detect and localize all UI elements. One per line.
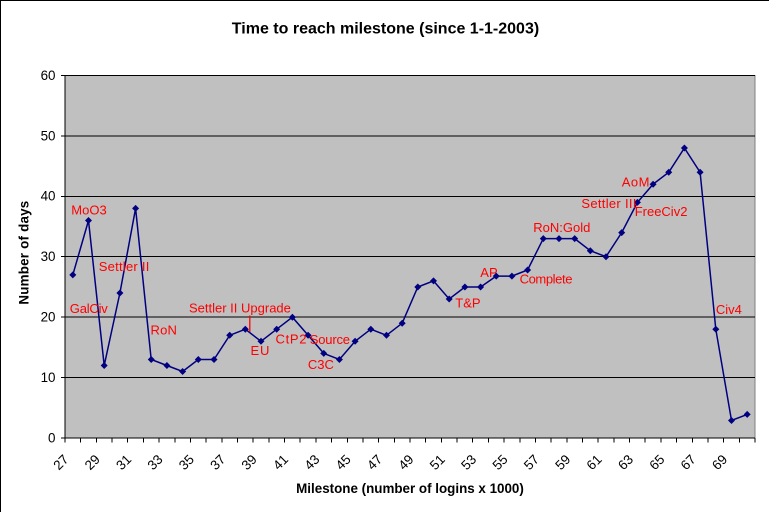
svg-text:60: 60 [41, 68, 56, 83]
svg-text:MoO3: MoO3 [71, 203, 106, 218]
svg-text:EU: EU [251, 343, 271, 358]
svg-text:RoN: RoN [151, 322, 178, 337]
svg-text:GalCiv: GalCiv [70, 301, 109, 316]
svg-text:30: 30 [41, 249, 56, 264]
svg-text:AP: AP [480, 265, 497, 280]
svg-text:0: 0 [48, 430, 55, 445]
svg-text:Number of days: Number of days [17, 201, 32, 305]
svg-text:20: 20 [41, 310, 56, 325]
svg-text:Source: Source [310, 332, 350, 347]
svg-text:RoN:Gold: RoN:Gold [533, 220, 590, 235]
svg-text:10: 10 [41, 370, 56, 385]
svg-text:Civ4: Civ4 [716, 302, 742, 317]
svg-text:CtP2: CtP2 [276, 332, 308, 347]
svg-text:Complete: Complete [520, 272, 573, 287]
svg-text:AoM: AoM [622, 174, 650, 189]
svg-text:Time to reach milestone (since: Time to reach milestone (since 1-1-2003) [232, 21, 539, 38]
svg-text:FreeCiv2: FreeCiv2 [635, 204, 688, 219]
svg-text:C3C: C3C [308, 357, 334, 372]
svg-text:Milestone (number of logins x: Milestone (number of logins x 1000) [296, 481, 524, 496]
svg-text:Settler II Upgrade: Settler II Upgrade [189, 301, 291, 316]
svg-text:50: 50 [41, 128, 56, 143]
svg-text:T&P: T&P [455, 296, 480, 311]
svg-text:Settler III: Settler III [581, 196, 636, 211]
svg-text:40: 40 [41, 189, 56, 204]
svg-text:Settler II: Settler II [99, 259, 150, 274]
